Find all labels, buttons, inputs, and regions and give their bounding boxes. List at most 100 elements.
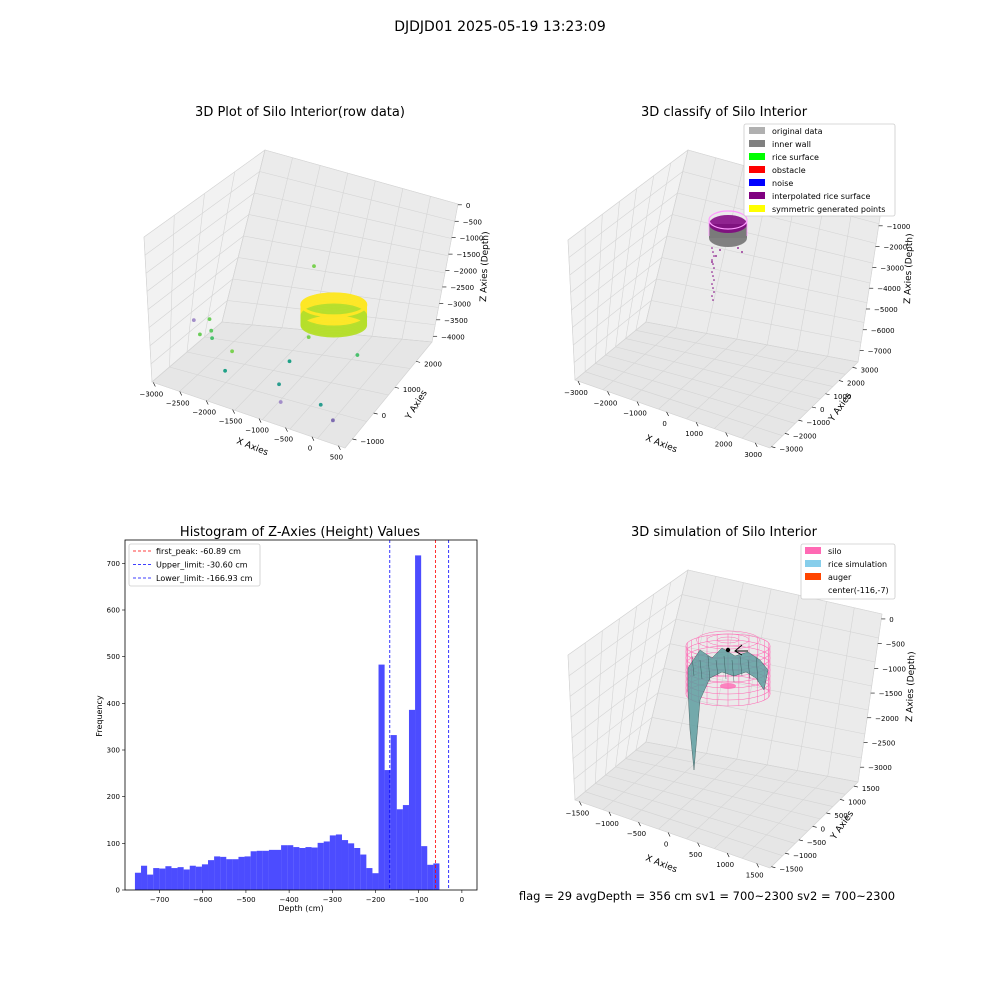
- grid-y-floor: [615, 766, 821, 820]
- panel-raw-scatter: 3D Plot of Silo Interior(row data) −3000…: [139, 105, 491, 462]
- histogram-bar: [421, 846, 428, 890]
- x-tick-label: 0: [308, 445, 312, 453]
- panel3-title: Histogram of Z-Axies (Height) Values: [180, 525, 420, 540]
- z-tick-label: −1000: [460, 235, 484, 243]
- y-tick-label: 500: [107, 653, 120, 661]
- histogram-bar: [366, 868, 373, 890]
- x-tick-label: −300: [323, 896, 342, 904]
- ring-layer: [300, 312, 368, 338]
- x-tick-label: 0: [460, 896, 464, 904]
- x-tick-label: 1500: [746, 871, 764, 879]
- y-tick: [812, 826, 817, 828]
- silo-lid-ring: [717, 636, 739, 644]
- legend-frame: [800, 543, 896, 600]
- grid-x-floor: [658, 338, 738, 410]
- grid-z-left: [569, 192, 678, 276]
- grid-y-floor: [635, 329, 846, 375]
- grid-y-left: [635, 582, 672, 751]
- z-tick-label: −5000: [874, 306, 898, 314]
- y-tick: [838, 380, 844, 382]
- rice-mesh-line: [747, 659, 751, 680]
- figure-suptitle: DJDJD01 2025-05-19 13:23:09: [394, 19, 606, 35]
- y-tick-label: −2000: [793, 432, 817, 440]
- grid-y-floor: [585, 791, 783, 856]
- histogram-bar: [360, 854, 367, 890]
- grid-z-back: [677, 192, 877, 244]
- panel4-title: 3D simulation of Silo Interior: [631, 525, 818, 540]
- grid-z-left: [574, 321, 647, 381]
- y-tick: [373, 412, 378, 415]
- stray-point: [713, 279, 715, 281]
- panel2-y-ticks: −3000 −2000 −1000 0 1000 2000 3000: [771, 366, 878, 454]
- histogram-bar: [268, 849, 275, 890]
- x-tick: [205, 400, 209, 405]
- histogram-bar: [171, 868, 178, 890]
- grid-y-floor: [605, 774, 808, 832]
- histogram-xlabel: Depth (cm): [278, 904, 323, 913]
- panel1-title: 3D Plot of Silo Interior(row data): [195, 105, 405, 120]
- grid-x-floor: [714, 350, 798, 429]
- grid-z-left: [146, 214, 250, 292]
- legend-label: symmetric generated points: [772, 205, 885, 214]
- y-tick: [784, 433, 789, 435]
- legend-swatch: [749, 127, 765, 134]
- rice-mesh-line: [731, 659, 735, 683]
- histogram-bar: [378, 664, 385, 890]
- x-tick: [311, 436, 315, 441]
- legend-label: inner wall: [772, 140, 811, 149]
- grid-y-floor: [151, 381, 346, 449]
- histogram-bar: [183, 869, 190, 890]
- data-point: [223, 368, 227, 373]
- x-tick-label: 500: [330, 454, 343, 462]
- data-point: [210, 336, 214, 341]
- panel2-marks: [708, 210, 748, 301]
- panel1-axes-box: [143, 149, 459, 449]
- y-tick-label: 0: [821, 825, 825, 833]
- y-tick-label: −1000: [360, 438, 384, 446]
- data-point: [278, 400, 283, 404]
- stray-point: [719, 249, 721, 251]
- histogram-bar: [134, 872, 142, 890]
- x-tick-label: −2500: [166, 399, 190, 407]
- x-tick-label: −500: [236, 896, 255, 904]
- grid-z-back: [681, 594, 879, 639]
- grid-z-back: [687, 569, 883, 615]
- histogram-bar: [287, 845, 294, 890]
- grid-x-back: [857, 613, 883, 783]
- data-point: [312, 264, 316, 268]
- grid-y-floor: [595, 783, 796, 844]
- panel1-zlabel: Z Axies (Depth): [479, 231, 491, 302]
- y-tick-label: 1000: [403, 386, 421, 394]
- panel1-x-ticks: −3000−2500−2000−1500−1000 −500 0 500: [139, 382, 343, 462]
- data-point: [355, 353, 360, 357]
- grid-z-back: [666, 235, 871, 284]
- x-tick-label: −1500: [566, 810, 590, 818]
- histogram-bar: [402, 805, 409, 890]
- z-tick-label: 0: [889, 616, 893, 624]
- grid-y-left: [615, 606, 637, 767]
- histogram-bar: [165, 866, 172, 890]
- histogram-x-ticks: −700 −600 −500 −400 −300 −200 −100 0: [150, 890, 464, 904]
- x-tick: [636, 401, 640, 406]
- grid-z-left: [573, 717, 653, 780]
- panel2-title: 3D classify of Silo Interior: [641, 105, 808, 120]
- y-tick-label: 1000: [834, 393, 852, 401]
- histogram-bar: [232, 859, 239, 890]
- grid-y-floor: [186, 351, 389, 396]
- stray-point: [711, 261, 713, 263]
- y-tick-label: 1000: [848, 798, 866, 806]
- x-tick: [232, 409, 235, 414]
- grid-z-back: [651, 300, 862, 343]
- status-line: flag = 29 avgDepth = 356 cm sv1 = 700~23…: [519, 889, 895, 903]
- x-tick: [697, 842, 700, 847]
- y-tick-label: 2000: [847, 380, 865, 388]
- y-tick: [840, 799, 845, 801]
- z-tick-label: 0: [466, 202, 470, 210]
- histogram-bar: [281, 845, 288, 890]
- x-tick: [725, 432, 728, 437]
- grid-x-floor: [769, 781, 859, 869]
- legend-label: center(-116,-7): [828, 586, 889, 595]
- grid-z-left: [572, 257, 662, 328]
- y-tick: [853, 785, 858, 788]
